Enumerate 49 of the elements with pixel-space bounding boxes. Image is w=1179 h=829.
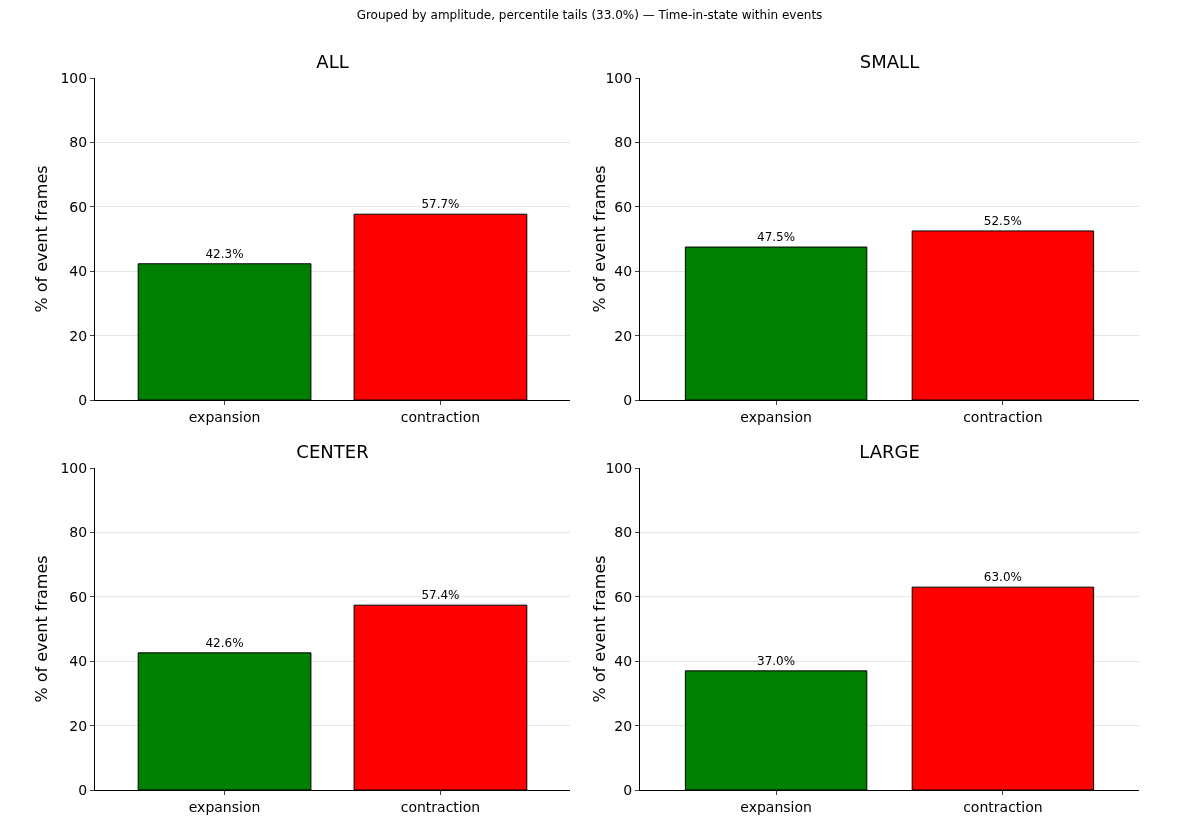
chart-title: LARGE xyxy=(859,441,920,462)
y-tick-label: 20 xyxy=(614,327,633,344)
y-tick-label: 40 xyxy=(614,263,633,280)
y-tick-label: 80 xyxy=(614,134,633,151)
y-tick-label: 100 xyxy=(60,459,88,476)
y-tick-label: 80 xyxy=(69,524,88,541)
y-tick-label: 0 xyxy=(78,391,88,408)
x-tick-label: expansion xyxy=(740,408,812,425)
y-axis-title: % of event frames xyxy=(590,165,609,313)
y-tick-label: 20 xyxy=(69,327,88,344)
y-axis-title: % of event frames xyxy=(32,555,52,703)
y-tick-label: 40 xyxy=(614,653,633,670)
data-label: 52.5% xyxy=(983,213,1022,228)
y-tick-label: 60 xyxy=(614,588,633,605)
y-tick-label: 0 xyxy=(623,391,633,408)
y-tick-label: 100 xyxy=(605,69,633,86)
x-tick-label: expansion xyxy=(740,798,812,815)
data-label: 47.5% xyxy=(757,230,796,245)
y-tick-label: 40 xyxy=(69,263,88,280)
y-axis-title: % of event frames xyxy=(590,555,609,703)
y-tick-label: 0 xyxy=(623,781,633,798)
y-tick-label: 20 xyxy=(69,717,88,734)
y-tick-label: 100 xyxy=(60,69,88,86)
chart-title: SMALL xyxy=(859,51,920,72)
chart-title: CENTER xyxy=(296,441,369,462)
data-label: 57.4% xyxy=(421,588,460,603)
y-tick-label: 60 xyxy=(614,198,633,215)
x-tick-label: contraction xyxy=(963,408,1043,425)
x-tick-label: contraction xyxy=(400,408,481,425)
y-tick-label: 60 xyxy=(69,198,88,215)
y-tick-label: 20 xyxy=(614,717,633,734)
data-label: 42.3% xyxy=(205,246,244,261)
y-tick-label: 80 xyxy=(69,134,88,151)
data-label: 42.6% xyxy=(205,635,244,650)
data-label: 57.7% xyxy=(421,197,460,212)
x-tick-label: contraction xyxy=(400,798,481,815)
y-tick-label: 100 xyxy=(605,459,633,476)
data-label: 63.0% xyxy=(983,570,1022,585)
x-tick-label: contraction xyxy=(963,798,1043,815)
y-tick-label: 0 xyxy=(78,781,88,798)
y-tick-label: 40 xyxy=(69,653,88,670)
y-tick-label: 60 xyxy=(69,588,88,605)
chart-title: ALL xyxy=(316,51,349,72)
data-label: 37.0% xyxy=(757,653,796,668)
x-tick-label: expansion xyxy=(188,408,261,425)
y-tick-label: 80 xyxy=(614,524,633,541)
x-tick-label: expansion xyxy=(188,798,261,815)
chart-subtitle: Grouped by amplitude, percentile tails (33.0%) — Time-in-state within events xyxy=(355,8,824,22)
y-axis-title: % of event frames xyxy=(32,165,52,313)
